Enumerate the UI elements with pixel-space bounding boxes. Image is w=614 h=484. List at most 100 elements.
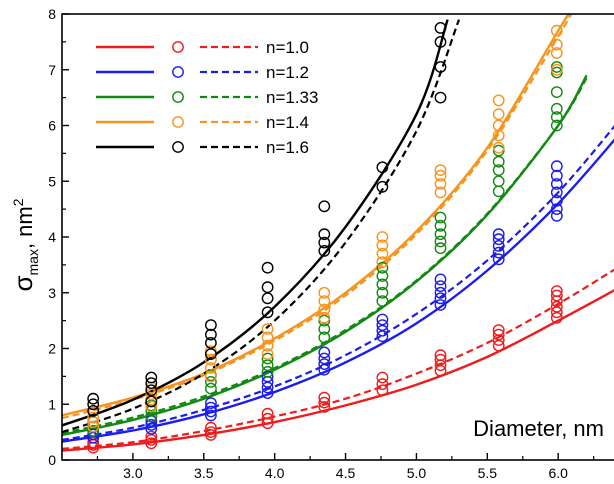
data-point <box>492 246 505 259</box>
data-point <box>261 352 274 365</box>
data-point <box>87 411 100 424</box>
data-point <box>434 280 447 292</box>
data-point <box>376 256 389 268</box>
data-point <box>376 161 389 174</box>
y-tick-label: 3 <box>48 285 56 301</box>
data-point <box>492 228 505 241</box>
data-point <box>492 185 505 198</box>
legend-marker <box>172 66 184 78</box>
x-tick-label: 5.0 <box>407 465 427 481</box>
legend-marker <box>172 141 184 153</box>
data-point <box>145 418 158 431</box>
data-point <box>145 422 158 435</box>
data-point <box>550 300 563 313</box>
data-point <box>87 404 100 417</box>
legend-marker <box>172 41 184 53</box>
data-point <box>204 382 217 395</box>
data-point <box>434 235 447 248</box>
data-point <box>261 412 274 425</box>
data-point <box>204 345 217 358</box>
data-point <box>261 339 274 352</box>
y-axis-label-unit: , nm <box>12 206 37 249</box>
data-point <box>376 261 389 274</box>
data-point <box>318 346 331 359</box>
data-point <box>492 253 505 266</box>
data-point <box>550 178 563 190</box>
data-point <box>318 391 331 404</box>
data-point <box>492 119 505 132</box>
data-point <box>434 61 447 73</box>
data-point <box>492 339 505 352</box>
y-axis-label-superscript: 2 <box>10 198 26 206</box>
data-point <box>145 430 158 443</box>
data-point <box>261 323 274 335</box>
data-point <box>204 397 217 409</box>
data-point <box>376 239 389 252</box>
data-point <box>550 203 563 216</box>
data-point <box>376 295 389 307</box>
legend: n=1.0 n=1.2 n=1.33 n=1.4 n=1.6 <box>90 36 390 158</box>
data-point <box>261 292 274 305</box>
data-point <box>376 247 389 260</box>
data-point <box>261 370 274 383</box>
series-solid-line <box>62 14 571 417</box>
data-point <box>261 359 274 372</box>
y-tick-label: 2 <box>48 341 56 357</box>
data-point <box>204 328 217 341</box>
legend-marker <box>172 116 184 128</box>
data-point <box>87 436 100 449</box>
data-point <box>434 178 447 190</box>
data-point <box>145 388 158 401</box>
data-point <box>434 349 447 362</box>
tick-labels: 3.0 3.5 4.0 4.5 5.0 5.5 6.0 0 1 2 3 4 5 6 7 8 <box>48 6 568 481</box>
data-point <box>318 200 331 213</box>
data-point <box>550 209 563 222</box>
data-point <box>550 285 563 297</box>
data-point <box>318 236 331 249</box>
data-point <box>492 324 505 336</box>
x-tick-label: 3.5 <box>194 465 214 481</box>
data-point <box>145 371 158 384</box>
data-point <box>145 400 158 413</box>
data-point <box>492 164 505 177</box>
data-point <box>87 420 100 433</box>
data-point <box>434 364 447 377</box>
data-point <box>204 319 217 331</box>
data-point <box>434 91 447 104</box>
data-point <box>318 311 331 324</box>
data-point <box>492 108 505 121</box>
series-dashed-line <box>62 19 461 434</box>
data-point <box>434 169 447 182</box>
data-point <box>204 348 217 360</box>
data-point <box>261 331 274 344</box>
y-tick-label: 4 <box>48 229 56 245</box>
data-point <box>376 371 389 384</box>
plot-frame <box>61 13 614 461</box>
data-point <box>318 228 331 241</box>
data-point <box>318 352 331 365</box>
data-point <box>261 381 274 394</box>
y-axis-label-symbol: σ <box>8 276 38 292</box>
data-point <box>376 313 389 326</box>
data-point <box>376 180 389 193</box>
data-point <box>204 370 217 383</box>
data-point <box>550 102 563 115</box>
data-point <box>145 377 158 389</box>
data-point <box>492 233 505 246</box>
y-tick-label: 1 <box>48 396 56 412</box>
data-point <box>318 244 331 257</box>
data-point <box>318 363 331 376</box>
data-point <box>261 306 274 319</box>
x-tick-label: 4.0 <box>265 465 285 481</box>
data-point <box>492 144 505 157</box>
y-tick-label: 0 <box>48 452 56 468</box>
data-point <box>261 348 274 360</box>
data-point <box>261 281 274 294</box>
data-point <box>261 365 274 378</box>
data-point <box>492 141 505 154</box>
data-point <box>145 433 158 446</box>
data-point <box>434 22 447 34</box>
data-points <box>87 22 563 454</box>
data-point <box>204 375 217 388</box>
